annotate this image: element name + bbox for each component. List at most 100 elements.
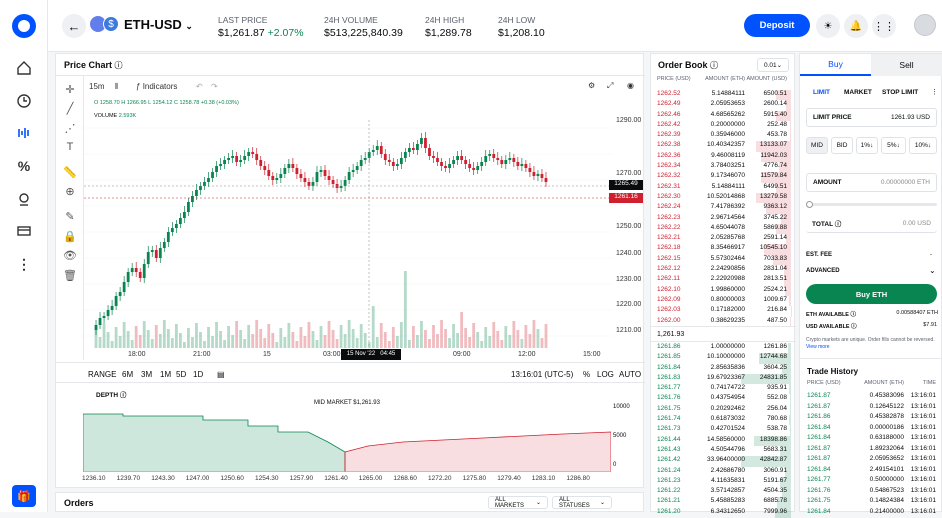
- percent-toggle[interactable]: %: [583, 370, 590, 379]
- indicators-button[interactable]: ƒ Indicators: [136, 82, 177, 91]
- buy-tab[interactable]: Buy: [800, 54, 871, 76]
- preset-5pct[interactable]: 5%↓: [881, 137, 906, 154]
- limit-tab[interactable]: LIMIT: [813, 89, 830, 96]
- text-icon[interactable]: T: [62, 139, 78, 155]
- undo-icon[interactable]: ↶: [196, 82, 203, 91]
- log-toggle[interactable]: LOG: [597, 370, 614, 379]
- advanced-toggle[interactable]: ADVANCED: [806, 268, 840, 274]
- home-icon[interactable]: [14, 58, 34, 78]
- crosshair-icon[interactable]: ✛: [62, 81, 78, 97]
- slider-handle[interactable]: [806, 201, 813, 208]
- avatar[interactable]: [914, 14, 936, 36]
- markets-filter[interactable]: ALL MARKETS⌄: [488, 496, 548, 509]
- redo-icon[interactable]: ↷: [211, 82, 218, 91]
- depth-chart[interactable]: [83, 406, 611, 472]
- settings-icon[interactable]: ⚙: [588, 81, 595, 90]
- candlestick-chart[interactable]: [84, 120, 612, 348]
- card-icon[interactable]: [14, 221, 34, 241]
- range-1m[interactable]: 1M: [160, 370, 171, 379]
- market-tab[interactable]: MARKET: [844, 89, 872, 96]
- gift-icon[interactable]: 🎁: [12, 485, 36, 507]
- view-more-link[interactable]: View more: [806, 344, 830, 350]
- chevron-down-icon[interactable]: ⌄: [929, 266, 936, 275]
- arrow-left-icon[interactable]: ←: [62, 14, 86, 38]
- coinbase-logo-icon[interactable]: [12, 14, 36, 38]
- sell-tab[interactable]: Sell: [871, 54, 942, 76]
- range-6m[interactable]: 6M: [122, 370, 133, 379]
- precision-select[interactable]: 0.01⌄: [757, 58, 789, 72]
- preset-mid[interactable]: MID: [806, 137, 828, 154]
- preset-bid[interactable]: BID: [831, 137, 853, 154]
- clock-icon[interactable]: [14, 91, 34, 111]
- pitchfork-icon[interactable]: ⋰: [62, 120, 78, 136]
- trash-icon[interactable]: 🗑: [62, 267, 78, 283]
- more-icon[interactable]: ⋮: [14, 254, 34, 274]
- deposit-button[interactable]: Deposit: [744, 14, 810, 37]
- camera-icon[interactable]: ◉: [627, 81, 634, 90]
- amount-slider[interactable]: [806, 203, 937, 206]
- zoom-icon[interactable]: ⊕: [62, 183, 78, 199]
- eye-icon[interactable]: 👁: [62, 247, 78, 263]
- fullscreen-icon[interactable]: ⤢: [607, 81, 613, 91]
- lock-icon[interactable]: 🔒: [62, 228, 78, 244]
- percent-icon[interactable]: %: [14, 156, 34, 176]
- apps-grid-icon[interactable]: ⋮⋮: [872, 14, 896, 38]
- pair-selector[interactable]: ETH-USD ⌄: [124, 17, 193, 32]
- theme-icon[interactable]: ☀: [816, 14, 840, 38]
- range-1d[interactable]: 1D: [193, 370, 203, 379]
- trend-line-icon[interactable]: ╱: [62, 100, 78, 116]
- auto-toggle[interactable]: AUTO: [619, 370, 641, 379]
- preset-10pct[interactable]: 10%↓: [909, 137, 937, 154]
- statuses-filter[interactable]: ALL STATUSES⌄: [552, 496, 612, 509]
- interval-select[interactable]: 15m: [89, 82, 105, 91]
- trade-icon[interactable]: [14, 123, 34, 143]
- more-options-icon[interactable]: ⋮: [931, 88, 938, 96]
- magnet-icon[interactable]: ✎: [62, 208, 78, 224]
- preset-1pct[interactable]: 1%↓: [856, 137, 878, 154]
- date-range-icon[interactable]: ▤: [217, 370, 225, 379]
- range-3m[interactable]: 3M: [141, 370, 152, 379]
- buy-eth-button[interactable]: Buy ETH: [806, 284, 937, 304]
